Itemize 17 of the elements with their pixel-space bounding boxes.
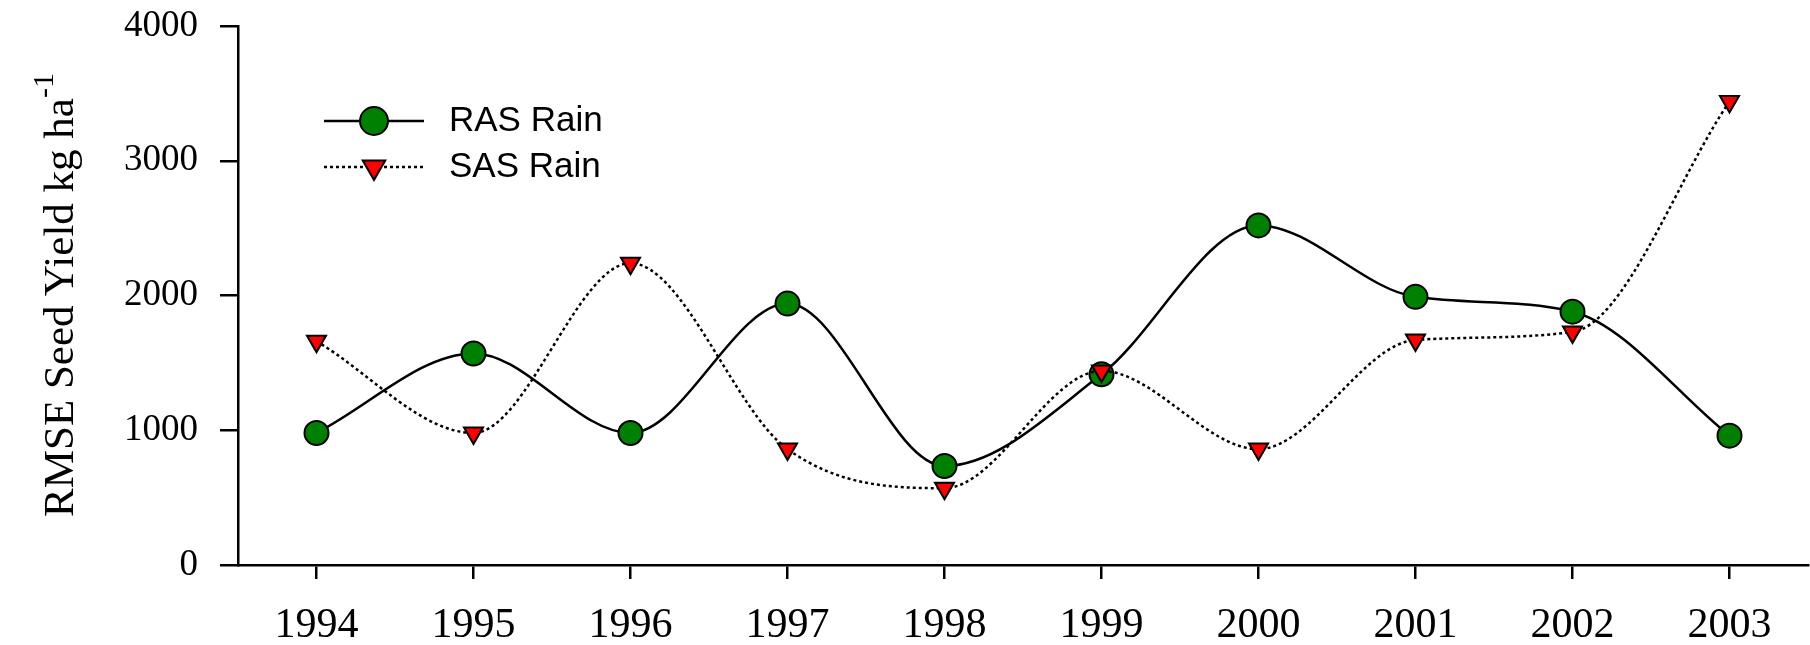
- x-tick-label: 1998: [902, 600, 987, 645]
- x-tick-label: 2000: [1216, 600, 1301, 645]
- x-tick-label: 2002: [1530, 600, 1615, 645]
- x-tick-label: 1995: [431, 600, 516, 645]
- legend-label: SAS Rain: [449, 144, 601, 184]
- x-tick-label: 2001: [1373, 600, 1458, 645]
- x-tick-label: 1997: [745, 600, 830, 645]
- legend-label: RAS Rain: [449, 98, 603, 138]
- x-tick-label: 1996: [588, 600, 673, 645]
- x-tick-label: 2003: [1687, 600, 1772, 645]
- y-tick-label: 2000: [124, 272, 198, 314]
- x-tick-label: 1999: [1059, 600, 1144, 645]
- y-tick-label: 1000: [124, 406, 198, 448]
- y-tick-label: 3000: [124, 137, 198, 179]
- x-tick-label: 1994: [274, 600, 359, 645]
- y-tick-label: 0: [179, 541, 198, 583]
- y-tick-label: 4000: [124, 2, 198, 44]
